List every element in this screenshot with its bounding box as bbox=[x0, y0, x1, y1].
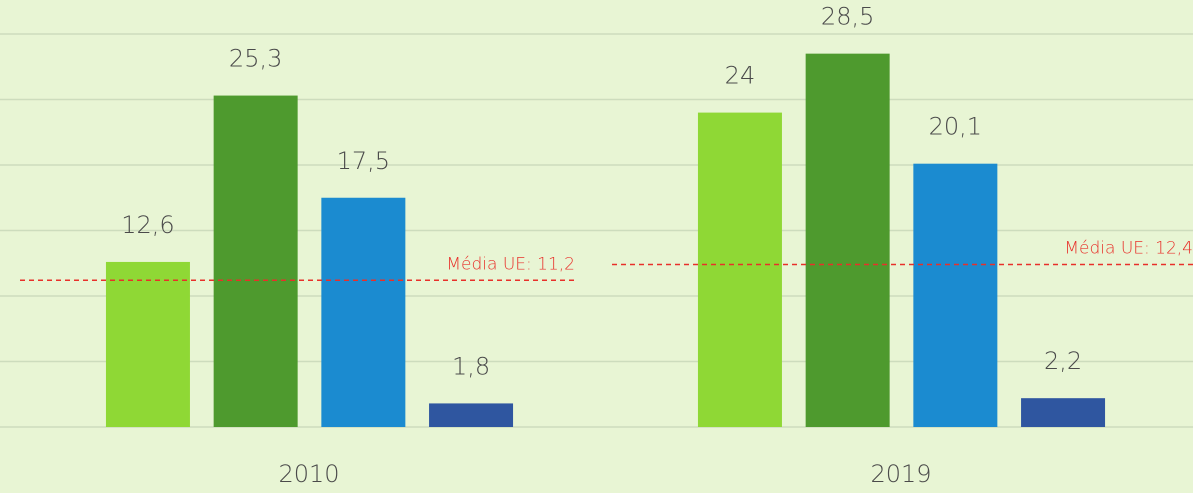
bar bbox=[321, 197, 406, 427]
value-label: 1,8 bbox=[452, 352, 490, 380]
x-tick-label: 2019 bbox=[870, 460, 931, 488]
value-label: 2,2 bbox=[1044, 347, 1082, 375]
value-label: 24 bbox=[725, 62, 756, 90]
bar bbox=[1021, 398, 1106, 427]
bar bbox=[105, 261, 190, 427]
x-tick-label: 2010 bbox=[278, 460, 339, 488]
value-label: 12,6 bbox=[121, 211, 174, 239]
value-label: 20,1 bbox=[929, 113, 982, 141]
reference-label: Média UE: 12,4 bbox=[1064, 239, 1193, 259]
bar bbox=[429, 403, 514, 427]
value-label: 28,5 bbox=[821, 3, 874, 31]
reference-label: Média UE: 11,2 bbox=[446, 254, 575, 274]
value-label: 17,5 bbox=[337, 147, 390, 175]
bar bbox=[213, 95, 298, 427]
bar bbox=[805, 53, 890, 428]
value-label: 25,3 bbox=[229, 45, 282, 73]
bar bbox=[913, 163, 998, 427]
bar bbox=[697, 112, 782, 427]
